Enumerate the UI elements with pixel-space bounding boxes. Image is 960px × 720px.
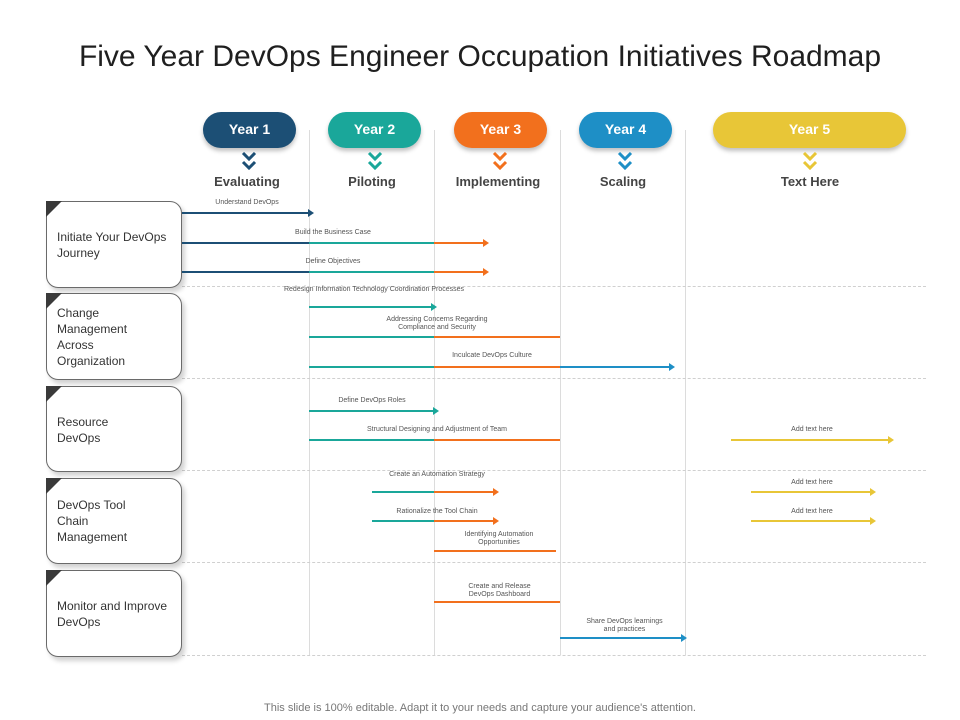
row-divider	[182, 655, 926, 656]
task-bar	[309, 242, 434, 244]
chevron-down-icon	[492, 152, 508, 170]
task-bar	[434, 239, 489, 247]
row-card-change-management: Change Management Across Organization	[46, 293, 182, 380]
task-label: Rationalize the Tool Chain	[396, 508, 478, 515]
task-label: Inculcate DevOps Culture	[452, 352, 532, 359]
row-label: Change Management Across Organization	[57, 306, 128, 368]
year-4-pill: Year 4	[579, 112, 672, 148]
stage-label-year-3: Implementing	[455, 174, 541, 189]
task-bar	[182, 209, 314, 217]
row-divider	[182, 470, 926, 471]
column-divider	[560, 130, 561, 655]
row-card-initiate: Initiate Your DevOps Journey	[46, 201, 182, 288]
task-label: Create an Automation Strategy	[389, 471, 485, 478]
row-card-tool-chain: DevOps Tool Chain Management	[46, 478, 182, 564]
task-bar	[434, 550, 556, 552]
task-label: Define Objectives	[305, 258, 361, 265]
task-bar	[434, 268, 489, 276]
year-4-label: Year 4	[604, 121, 647, 137]
page-title: Five Year DevOps Engineer Occupation Ini…	[78, 40, 882, 73]
year-2-label: Year 2	[353, 121, 396, 137]
task-bar	[434, 336, 560, 338]
task-label: Add text here	[791, 479, 833, 486]
task-label: Add text here	[791, 426, 833, 433]
card-corner	[46, 386, 62, 402]
task-bar	[434, 366, 560, 368]
stage-label-year-4: Scaling	[599, 174, 647, 189]
task-label: Share DevOps learnings and practices	[586, 618, 663, 633]
task-bar	[434, 488, 499, 496]
task-bar	[182, 242, 309, 244]
row-label: Resource DevOps	[57, 415, 109, 445]
task-bar	[309, 439, 434, 441]
task-bar	[182, 271, 309, 273]
card-corner	[46, 293, 62, 309]
task-bar	[372, 491, 434, 493]
task-label: Addressing Concerns Regarding Compliance…	[386, 316, 488, 331]
footer-note: This slide is 100% editable. Adapt it to…	[264, 702, 696, 714]
task-bar	[731, 436, 894, 444]
year-5-pill: Year 5	[713, 112, 906, 148]
task-label: Redesign Information Technology Coordina…	[283, 286, 465, 293]
task-label: Build the Business Case	[295, 229, 371, 236]
year-1-label: Year 1	[228, 121, 271, 137]
task-label: Identifying Automation Opportunities	[464, 531, 534, 546]
chevron-down-icon	[617, 152, 633, 170]
row-label: DevOps Tool Chain Management	[57, 498, 128, 544]
chevron-down-icon	[802, 152, 818, 170]
card-corner	[46, 570, 62, 586]
task-bar	[751, 517, 876, 525]
task-bar	[309, 407, 439, 415]
card-corner	[46, 478, 62, 494]
column-divider	[434, 130, 435, 655]
task-bar	[434, 439, 560, 441]
task-bar	[751, 488, 876, 496]
task-bar	[309, 366, 434, 368]
stage-label-year-2: Piloting	[348, 174, 396, 189]
task-label: Structural Designing and Adjustment of T…	[367, 426, 507, 433]
year-3-label: Year 3	[479, 121, 522, 137]
year-2-pill: Year 2	[328, 112, 421, 148]
task-bar	[372, 520, 434, 522]
task-bar	[309, 303, 437, 311]
task-bar	[434, 601, 560, 603]
row-divider	[182, 562, 926, 563]
year-5-label: Year 5	[788, 121, 831, 137]
row-divider	[182, 286, 926, 287]
column-divider	[685, 130, 686, 655]
chevron-down-icon	[367, 152, 383, 170]
row-label: Initiate Your DevOps Journey	[57, 230, 167, 260]
year-3-pill: Year 3	[454, 112, 547, 148]
task-label: Understand DevOps	[215, 199, 279, 206]
chevron-down-icon	[241, 152, 257, 170]
task-label: Define DevOps Roles	[338, 397, 406, 404]
stage-label-year-1: Evaluating	[214, 174, 280, 189]
task-bar	[560, 363, 675, 371]
column-divider	[309, 130, 310, 655]
task-bar	[560, 634, 687, 642]
row-card-monitor: Monitor and Improve DevOps	[46, 570, 182, 657]
stage-label-year-5: Text Here	[780, 174, 840, 189]
row-card-resource: Resource DevOps	[46, 386, 182, 472]
task-bar	[309, 336, 434, 338]
row-label: Monitor and Improve DevOps	[57, 599, 168, 629]
task-label: Add text here	[791, 508, 833, 515]
row-divider	[182, 378, 926, 379]
card-corner	[46, 201, 62, 217]
task-bar	[434, 517, 499, 525]
task-label: Create and Release DevOps Dashboard	[468, 583, 531, 598]
year-1-pill: Year 1	[203, 112, 296, 148]
task-bar	[309, 271, 434, 273]
